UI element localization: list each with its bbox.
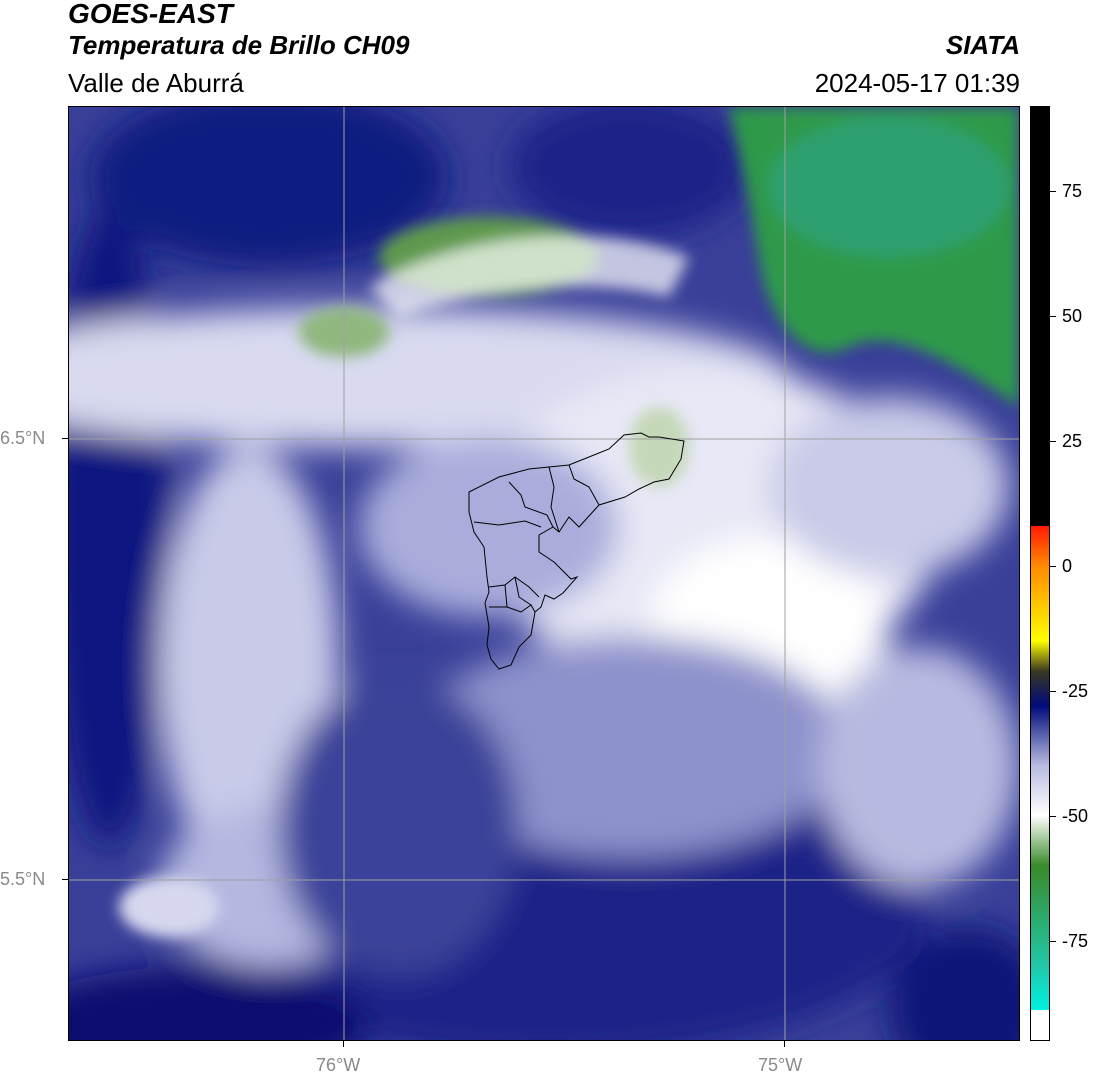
organization-label: SIATA [945, 30, 1020, 60]
satellite-title: GOES-EAST [68, 0, 233, 29]
lat-label-6-5: 6.5°N [0, 428, 46, 448]
colorbar-tick-label: -50 [1062, 806, 1089, 826]
colorbar-tick [1050, 191, 1056, 192]
colorbar-tick-label: -25 [1062, 681, 1089, 701]
lon-label-75: 75°W [758, 1055, 803, 1075]
brightness-temperature-map [68, 106, 1020, 1041]
lat-label-5-5: 5.5°N [0, 869, 46, 889]
lat-tick-6-5 [62, 438, 68, 439]
product-title: Temperatura de Brillo CH09 [68, 30, 410, 60]
colorbar-tick-label: -75 [1062, 931, 1089, 951]
colorbar-tick [1050, 441, 1056, 442]
lon-label-76: 76°W [316, 1055, 361, 1075]
municipal-boundaries [468, 432, 685, 670]
region-subtitle: Valle de Aburrá [68, 68, 244, 98]
colorbar-tick [1050, 941, 1056, 942]
lat-tick-5-5 [62, 879, 68, 880]
timestamp-label: 2024-05-17 01:39 [814, 68, 1020, 98]
colorbar-tick-label: 75 [1062, 181, 1083, 201]
colorbar-tick [1050, 816, 1056, 817]
colorbar [1030, 106, 1050, 1041]
lon-tick-75 [784, 1041, 785, 1047]
cloud-field [69, 107, 1019, 1040]
gridlines [69, 107, 1019, 1040]
colorbar-tick [1050, 566, 1056, 567]
colorbar-tick [1050, 316, 1056, 317]
colorbar-tick-label: 50 [1062, 306, 1083, 326]
lon-tick-76 [343, 1041, 344, 1047]
colorbar-tick-label: 25 [1062, 431, 1083, 451]
colorbar-tick-label: 0 [1062, 556, 1073, 576]
colorbar-tick [1050, 691, 1056, 692]
